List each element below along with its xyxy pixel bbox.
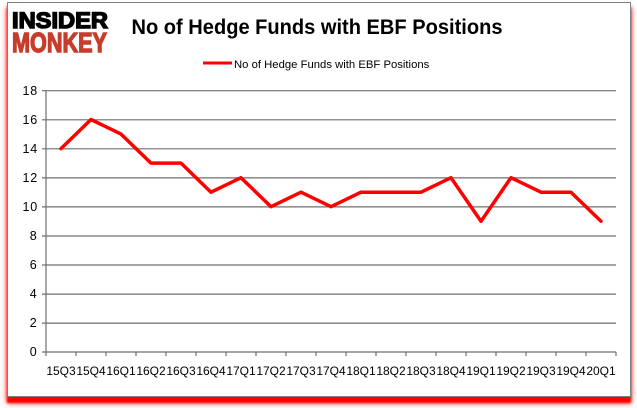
svg-text:0: 0 — [30, 345, 38, 359]
svg-text:19Q1: 19Q1 — [466, 364, 496, 378]
svg-text:14: 14 — [22, 142, 38, 156]
svg-text:10: 10 — [22, 200, 38, 214]
svg-text:MONKEY: MONKEY — [12, 27, 107, 58]
svg-text:16: 16 — [22, 113, 38, 127]
svg-text:19Q3: 19Q3 — [526, 364, 556, 378]
svg-text:16Q1: 16Q1 — [106, 364, 136, 378]
svg-text:18Q2: 18Q2 — [376, 364, 406, 378]
svg-text:16Q2: 16Q2 — [136, 364, 166, 378]
svg-text:No of Hedge Funds with EBF Pos: No of Hedge Funds with EBF Positions — [234, 59, 430, 71]
svg-text:INSIDER: INSIDER — [12, 8, 108, 33]
svg-text:15Q3: 15Q3 — [46, 364, 76, 378]
svg-text:12: 12 — [22, 171, 38, 185]
svg-text:15Q4: 15Q4 — [76, 364, 106, 378]
svg-text:18: 18 — [22, 84, 38, 98]
svg-text:17Q3: 17Q3 — [286, 364, 316, 378]
svg-text:17Q2: 17Q2 — [256, 364, 286, 378]
svg-text:No of Hedge Funds with EBF Pos: No of Hedge Funds with EBF Positions — [132, 16, 503, 39]
svg-text:20Q1: 20Q1 — [586, 364, 616, 378]
svg-text:16Q3: 16Q3 — [166, 364, 196, 378]
svg-text:19Q4: 19Q4 — [556, 364, 586, 378]
svg-text:19Q2: 19Q2 — [496, 364, 526, 378]
svg-text:17Q4: 17Q4 — [316, 364, 346, 378]
svg-text:18Q3: 18Q3 — [406, 364, 436, 378]
svg-text:6: 6 — [30, 258, 38, 272]
svg-text:4: 4 — [30, 287, 38, 301]
svg-text:18Q4: 18Q4 — [436, 364, 466, 378]
svg-text:2: 2 — [30, 316, 38, 330]
svg-text:16Q4: 16Q4 — [196, 364, 226, 378]
svg-text:8: 8 — [30, 229, 38, 243]
svg-text:18Q1: 18Q1 — [346, 364, 376, 378]
svg-text:17Q1: 17Q1 — [226, 364, 256, 378]
